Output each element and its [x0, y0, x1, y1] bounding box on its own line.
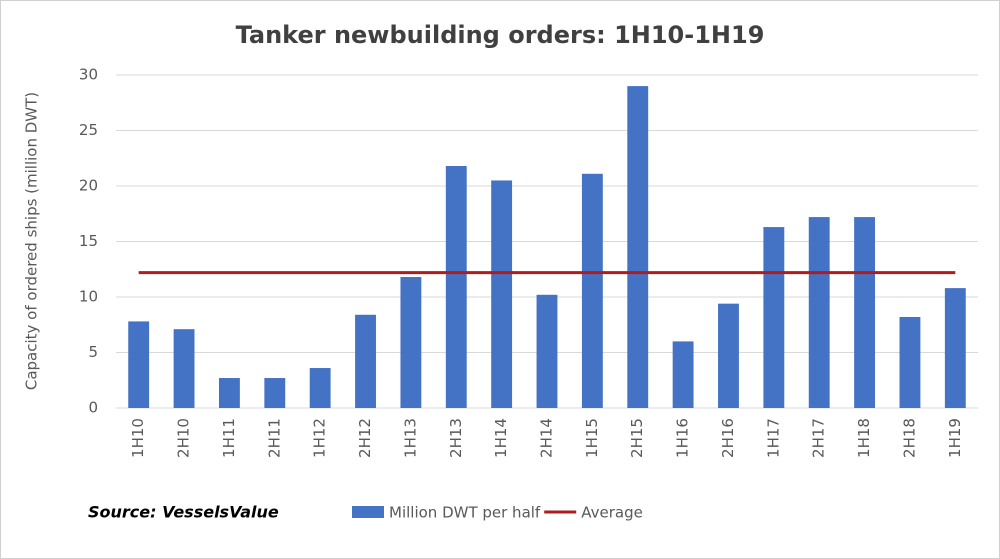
x-tick-label: 2H10	[175, 418, 193, 458]
y-tick-label: 10	[79, 288, 98, 306]
y-tick-label: 15	[79, 232, 98, 250]
bar	[854, 217, 876, 408]
x-tick-label: 2H12	[356, 418, 374, 458]
bar	[808, 217, 830, 408]
x-tick-label: 2H17	[810, 418, 828, 458]
x-tick-label: 1H18	[855, 418, 873, 458]
x-tick-label: 1H16	[674, 418, 692, 458]
x-tick-label: 2H11	[265, 418, 283, 458]
y-tick-label: 20	[79, 177, 98, 195]
bar	[899, 316, 921, 408]
bar	[944, 288, 966, 408]
chart-title: Tanker newbuilding orders: 1H10-1H19	[236, 21, 765, 49]
bar	[445, 166, 467, 408]
x-tick-label: 1H10	[129, 418, 147, 458]
x-tick-label: 1H12	[311, 418, 329, 458]
bar	[128, 321, 150, 408]
bar	[491, 180, 513, 408]
x-tick-label: 2H16	[719, 418, 737, 458]
source-note: Source: VesselsValue	[88, 503, 279, 522]
x-tick-label: 2H14	[538, 418, 556, 458]
bar	[672, 341, 694, 408]
bar	[355, 314, 376, 408]
bar	[218, 378, 240, 408]
x-tick-label: 1H17	[764, 418, 782, 458]
legend-label: Average	[581, 504, 643, 522]
y-tick-label: 0	[88, 399, 98, 417]
bar	[173, 329, 195, 408]
bar	[718, 303, 739, 408]
legend-label: Million DWT per half	[389, 504, 541, 522]
y-axis-label: Capacity of ordered ships (million DWT)	[23, 92, 41, 390]
x-tick-label: 1H13	[401, 418, 419, 458]
x-tick-label: 2H15	[628, 418, 646, 458]
x-tick-label: 1H15	[583, 418, 601, 458]
x-tick-label: 1H19	[946, 418, 964, 458]
bar	[581, 173, 603, 408]
x-tick-label: 1H14	[492, 418, 510, 458]
y-tick-label: 30	[79, 66, 98, 84]
bar	[763, 227, 785, 408]
y-tick-label: 25	[79, 121, 98, 139]
bar	[309, 368, 331, 408]
y-tick-label: 5	[88, 343, 98, 361]
x-tick-label: 2H13	[447, 418, 465, 458]
bar	[264, 378, 286, 408]
bar	[536, 294, 558, 408]
bar	[400, 277, 422, 408]
x-tick-label: 1H11	[220, 418, 238, 458]
x-tick-label: 2H18	[900, 418, 918, 458]
legend-swatch	[352, 506, 384, 518]
bar	[627, 86, 649, 408]
